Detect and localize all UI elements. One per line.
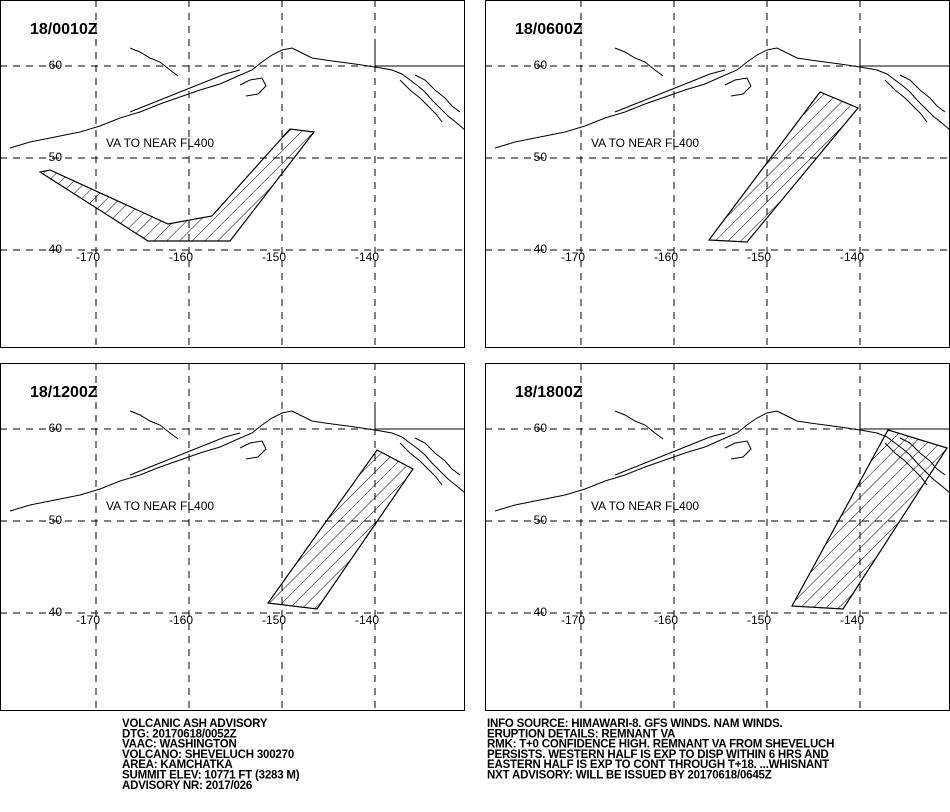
advisory-line: ERUPTION DETAILS: REMNANT VA xyxy=(487,728,675,740)
va-label: VA TO NEAR FL400 xyxy=(591,499,699,513)
lon-label: -170 xyxy=(76,250,100,264)
lon-label: -150 xyxy=(747,250,771,264)
ash-cloud xyxy=(266,449,414,610)
lat-label: 60 xyxy=(49,421,63,435)
lon-label: -170 xyxy=(561,250,585,264)
forecast-panel: 60 50 40 -170 -160 -150 -140 18/0600Z VA TO NEAR… xyxy=(485,0,950,348)
va-label: VA TO NEAR FL400 xyxy=(591,136,699,150)
lon-label: -140 xyxy=(840,613,864,627)
lon-label: -140 xyxy=(840,250,864,264)
lon-label: -170 xyxy=(561,613,585,627)
advisory-line: PERSISTS. WESTERN HALF IS EXP TO DISP WI… xyxy=(487,749,829,761)
lon-label: -150 xyxy=(262,613,286,627)
advisory-line: VAAC: WASHINGTON xyxy=(122,739,237,751)
lat-label: 60 xyxy=(534,58,548,72)
ash-cloud xyxy=(38,128,316,242)
lat-label: 40 xyxy=(49,605,63,619)
ash-cloud xyxy=(791,429,948,610)
lon-label: -160 xyxy=(169,613,193,627)
ash-cloud xyxy=(707,91,859,243)
advisory-line: INFO SOURCE: HIMAWARI-8. GFS WINDS. NAM … xyxy=(487,718,783,730)
lon-label: -140 xyxy=(355,250,379,264)
advisory-line: SUMMIT ELEV: 10771 FT (3283 M) xyxy=(122,770,300,782)
lon-label: -160 xyxy=(654,250,678,264)
va-label: VA TO NEAR FL400 xyxy=(106,499,214,513)
lat-label: 50 xyxy=(534,150,548,164)
lat-label: 50 xyxy=(49,150,63,164)
va-label: VA TO NEAR FL400 xyxy=(106,136,214,150)
lon-label: -170 xyxy=(76,613,100,627)
panel-title: 18/0600Z xyxy=(515,21,583,38)
forecast-panel: 60 50 40 -170 -160 -150 -140 18/1200Z VA TO NEAR… xyxy=(0,363,466,711)
advisory-line: VOLCANIC ASH ADVISORY xyxy=(122,718,268,730)
lon-label: -160 xyxy=(169,250,193,264)
lat-label: 40 xyxy=(534,605,548,619)
lon-label: -150 xyxy=(262,250,286,264)
advisory-line: AREA: KAMCHATKA xyxy=(122,759,233,771)
advisory-line: RMK: T+0 CONFIDENCE HIGH. REMNANT VA FRO… xyxy=(487,739,834,751)
lat-label: 50 xyxy=(534,513,548,527)
lat-label: 40 xyxy=(49,242,63,256)
lat-label: 40 xyxy=(534,242,548,256)
forecast-panel: 60 50 40 -170 -160 -150 -140 18/0010Z VA TO NEAR… xyxy=(0,0,466,348)
panel-title: 18/1200Z xyxy=(30,384,98,401)
lon-label: -160 xyxy=(654,613,678,627)
lat-label: 50 xyxy=(49,513,63,527)
lon-label: -150 xyxy=(747,613,771,627)
advisory-line: DTG: 20170618/0052Z xyxy=(122,728,237,740)
advisory-line: ADVISORY NR: 2017/026 xyxy=(122,780,252,792)
advisory-line: EASTERN HALF IS EXP TO CONT THROUGH T+18… xyxy=(487,759,829,771)
advisory-line: VOLCANO: SHEVELUCH 300270 xyxy=(122,749,294,761)
advisory-line: NXT ADVISORY: WILL BE ISSUED BY 20170618… xyxy=(487,770,772,782)
forecast-panel: 60 50 40 -170 -160 -150 -140 18/1800Z VA TO NEAR… xyxy=(485,363,950,711)
panel-title: 18/0010Z xyxy=(30,21,98,38)
lat-label: 60 xyxy=(534,421,548,435)
panel-title: 18/1800Z xyxy=(515,384,583,401)
lat-label: 60 xyxy=(49,58,63,72)
lon-label: -140 xyxy=(355,613,379,627)
